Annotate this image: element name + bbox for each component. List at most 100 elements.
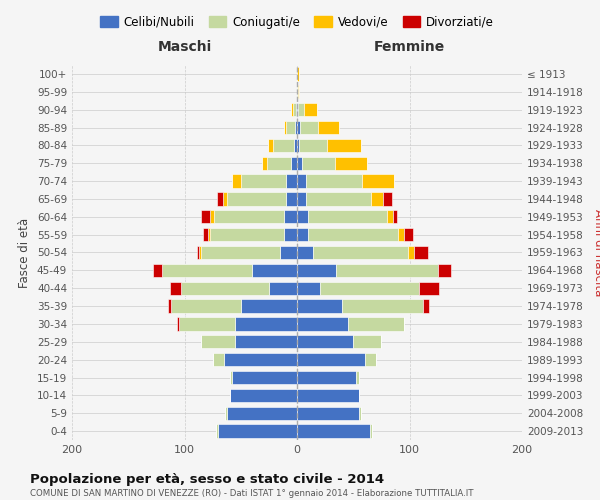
Bar xyxy=(229,388,297,402)
Bar xyxy=(297,103,298,117)
Bar xyxy=(224,353,297,366)
Bar xyxy=(227,192,286,205)
Bar xyxy=(153,264,162,277)
Bar xyxy=(171,300,241,313)
Bar xyxy=(297,67,299,80)
Bar xyxy=(241,174,286,188)
Bar xyxy=(342,300,423,313)
Bar xyxy=(387,210,392,224)
Bar xyxy=(308,228,398,241)
Bar xyxy=(214,210,284,224)
Bar xyxy=(197,246,199,259)
Bar xyxy=(308,210,387,224)
Bar xyxy=(313,246,409,259)
Bar xyxy=(216,424,218,438)
Bar xyxy=(297,228,308,241)
Bar xyxy=(392,210,397,224)
Bar xyxy=(280,246,297,259)
Bar xyxy=(284,210,297,224)
Bar xyxy=(383,192,392,205)
Bar xyxy=(286,174,297,188)
Bar xyxy=(217,192,223,205)
Bar xyxy=(252,264,297,277)
Bar xyxy=(297,85,298,98)
Bar xyxy=(297,388,359,402)
Bar xyxy=(297,246,313,259)
Bar xyxy=(225,406,227,420)
Bar xyxy=(297,264,337,277)
Bar xyxy=(284,121,286,134)
Bar xyxy=(319,121,338,134)
Bar xyxy=(295,121,297,134)
Bar xyxy=(202,246,280,259)
Bar xyxy=(297,156,302,170)
Bar xyxy=(328,138,361,152)
Y-axis label: Anni di nascita: Anni di nascita xyxy=(592,209,600,296)
Bar xyxy=(437,264,451,277)
Bar xyxy=(212,353,224,366)
Bar xyxy=(232,174,241,188)
Bar xyxy=(320,282,419,295)
Bar xyxy=(304,103,317,117)
Bar xyxy=(211,228,284,241)
Bar xyxy=(355,371,359,384)
Bar xyxy=(293,138,297,152)
Text: COMUNE DI SAN MARTINO DI VENEZZE (RO) - Dati ISTAT 1° gennaio 2014 - Elaborazion: COMUNE DI SAN MARTINO DI VENEZZE (RO) - … xyxy=(30,489,473,498)
Bar xyxy=(274,138,293,152)
Bar xyxy=(297,174,306,188)
Bar xyxy=(335,156,367,170)
Bar xyxy=(235,317,297,330)
Bar xyxy=(176,317,179,330)
Bar xyxy=(419,282,439,295)
Bar xyxy=(297,192,306,205)
Bar xyxy=(370,424,373,438)
Bar xyxy=(202,210,211,224)
Bar xyxy=(337,264,437,277)
Bar xyxy=(302,156,335,170)
Bar xyxy=(179,317,235,330)
Bar xyxy=(296,103,297,117)
Bar xyxy=(268,138,274,152)
Y-axis label: Fasce di età: Fasce di età xyxy=(19,218,31,288)
Bar xyxy=(208,228,211,241)
Bar xyxy=(371,192,383,205)
Bar xyxy=(347,317,404,330)
Bar xyxy=(170,282,181,295)
Bar xyxy=(297,406,359,420)
Bar xyxy=(286,192,297,205)
Bar xyxy=(266,156,292,170)
Bar xyxy=(299,138,328,152)
Bar xyxy=(297,121,301,134)
Bar xyxy=(414,246,427,259)
Bar xyxy=(203,228,208,241)
Bar xyxy=(211,210,214,224)
Bar xyxy=(404,228,413,241)
Bar xyxy=(181,282,269,295)
Bar xyxy=(229,371,232,384)
Bar xyxy=(292,103,293,117)
Bar xyxy=(293,103,296,117)
Bar xyxy=(297,424,370,438)
Bar xyxy=(202,335,235,348)
Bar xyxy=(241,300,297,313)
Text: Maschi: Maschi xyxy=(157,40,212,54)
Bar xyxy=(218,424,297,438)
Text: Popolazione per età, sesso e stato civile - 2014: Popolazione per età, sesso e stato civil… xyxy=(30,472,384,486)
Bar xyxy=(297,353,365,366)
Bar xyxy=(297,300,342,313)
Legend: Celibi/Nubili, Coniugati/e, Vedovi/e, Divorziati/e: Celibi/Nubili, Coniugati/e, Vedovi/e, Di… xyxy=(95,11,499,34)
Bar xyxy=(365,353,376,366)
Bar xyxy=(223,192,227,205)
Bar xyxy=(398,228,404,241)
Bar xyxy=(423,300,428,313)
Text: Femmine: Femmine xyxy=(374,40,445,54)
Bar xyxy=(235,335,297,348)
Bar xyxy=(298,103,304,117)
Bar xyxy=(298,85,299,98)
Bar xyxy=(292,156,297,170)
Bar xyxy=(232,371,297,384)
Bar xyxy=(297,335,353,348)
Bar xyxy=(269,282,297,295)
Bar xyxy=(286,121,295,134)
Bar xyxy=(297,210,308,224)
